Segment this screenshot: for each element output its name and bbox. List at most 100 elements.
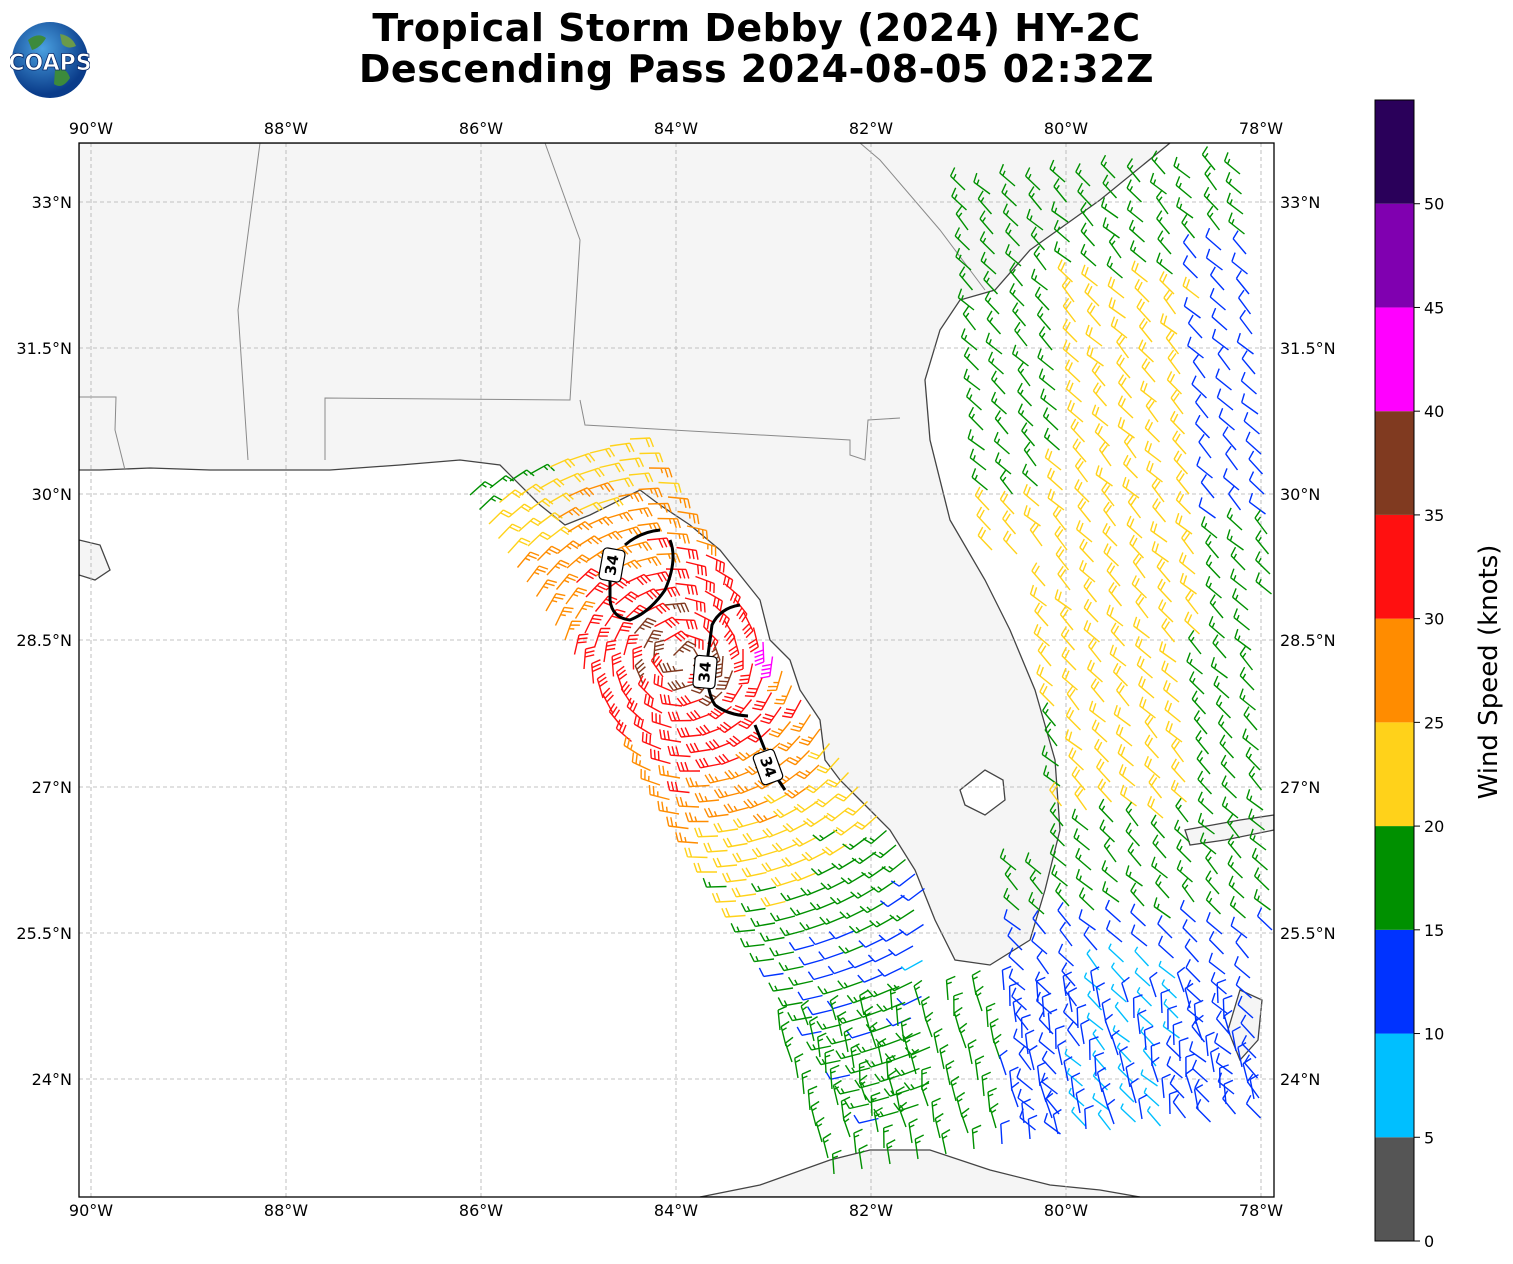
wind-barb	[1049, 781, 1063, 807]
colorbar-band	[1375, 307, 1414, 412]
wind-barb	[741, 867, 767, 878]
wind-barb	[650, 748, 671, 765]
colorbar-band	[1375, 929, 1414, 1034]
colorbar-tick-label: 50	[1424, 195, 1444, 214]
wind-barb	[1057, 1040, 1067, 1066]
wind-barb	[1158, 599, 1174, 623]
wind-barb	[633, 714, 652, 736]
wind-barb	[870, 1092, 881, 1117]
wind-barb	[597, 530, 623, 541]
wind-barb	[1118, 764, 1136, 787]
wind-barb	[1115, 724, 1133, 747]
wind-barb	[1248, 492, 1266, 515]
wind-barb	[1044, 1092, 1054, 1119]
wind-barb	[1130, 882, 1145, 907]
wind-barb	[1200, 516, 1218, 539]
wind-barb	[798, 956, 824, 966]
wind-barb	[684, 597, 706, 613]
wind-barb	[1175, 490, 1191, 515]
colorbar-band	[1375, 1137, 1414, 1241]
wind-barb	[703, 807, 729, 818]
wind-barb	[1239, 688, 1256, 711]
wind-barb	[1205, 576, 1222, 599]
wind-barb	[1131, 260, 1148, 283]
wind-barb	[869, 1021, 878, 1048]
wind-barb	[862, 829, 887, 845]
wind-barb	[1235, 934, 1250, 959]
wind-barb	[626, 697, 643, 721]
wind-barb	[667, 496, 691, 509]
lon-label-top: 90°W	[69, 119, 113, 138]
wind-barb	[989, 1018, 999, 1044]
wind-barb	[1073, 828, 1090, 851]
wind-barb	[1075, 1088, 1085, 1114]
wind-barb	[858, 1074, 868, 1101]
wind-barb	[1049, 844, 1067, 867]
wind-barb	[624, 604, 649, 620]
wind-barb	[1249, 828, 1267, 851]
colorbar-tick-label: 5	[1424, 1128, 1434, 1147]
wind-barb	[976, 506, 992, 531]
wind-barb	[1156, 210, 1171, 235]
wind-barb	[1055, 882, 1070, 907]
wind-barb	[770, 876, 797, 887]
wind-barb	[566, 554, 591, 569]
wind-barb	[1251, 847, 1268, 871]
wind-barb	[616, 559, 642, 570]
wind-barb	[1075, 520, 1093, 543]
wind-barb	[1241, 350, 1256, 375]
wind-barb	[782, 699, 802, 719]
wind-barb	[1067, 1021, 1081, 1047]
wind-barb	[1114, 1001, 1129, 1023]
wind-barb	[898, 1101, 908, 1128]
wind-barb	[634, 658, 646, 685]
wind-barb	[969, 448, 987, 471]
wind-barb	[1083, 926, 1098, 951]
wind-barb	[1141, 358, 1156, 383]
wind-barb	[647, 502, 672, 513]
wind-barb	[1134, 946, 1150, 967]
wind-barb	[673, 640, 697, 656]
wind-barb	[738, 663, 754, 685]
wind-barb	[999, 490, 1015, 515]
wind-barb	[1150, 521, 1168, 543]
wind-barb	[738, 713, 762, 730]
wind-barb	[1061, 646, 1077, 671]
wind-barb	[979, 210, 994, 235]
wind-barb	[1144, 713, 1158, 739]
wind-barb	[760, 706, 782, 725]
wind-barb	[545, 593, 566, 612]
wind-barb	[965, 387, 982, 411]
wind-barb	[1182, 919, 1198, 943]
wind-barb	[807, 971, 834, 981]
lon-label-top: 86°W	[459, 119, 503, 138]
wind-barb	[846, 994, 873, 1004]
wind-barb	[1091, 719, 1108, 743]
wind-barb	[1193, 1084, 1204, 1110]
wind-barb	[1104, 899, 1121, 923]
wind-barb	[1002, 203, 1019, 227]
wind-barb	[1065, 706, 1081, 731]
wind-barb	[900, 959, 923, 971]
wind-barb	[568, 487, 595, 497]
wind-barb	[1181, 529, 1195, 555]
wind-barb	[1157, 230, 1172, 255]
colorbar-band	[1375, 100, 1414, 204]
wind-barb	[1226, 813, 1241, 839]
wind-barb	[1237, 1041, 1247, 1068]
wind-barb	[1029, 521, 1043, 547]
wind-barb	[633, 617, 657, 634]
wind-barb	[1176, 197, 1194, 219]
wind-barb	[857, 973, 883, 983]
wind-barb	[979, 231, 995, 255]
lat-label-right: 30°N	[1280, 485, 1320, 504]
wind-barb	[695, 757, 721, 769]
wind-barb	[1029, 870, 1044, 895]
wind-barb	[989, 1102, 999, 1129]
us-mainland	[79, 143, 1172, 966]
wind-barb	[1157, 578, 1173, 603]
wind-barb	[1092, 382, 1108, 407]
wind-barb	[1077, 498, 1092, 523]
wind-barb	[886, 1054, 896, 1080]
wind-barb	[800, 999, 810, 1026]
